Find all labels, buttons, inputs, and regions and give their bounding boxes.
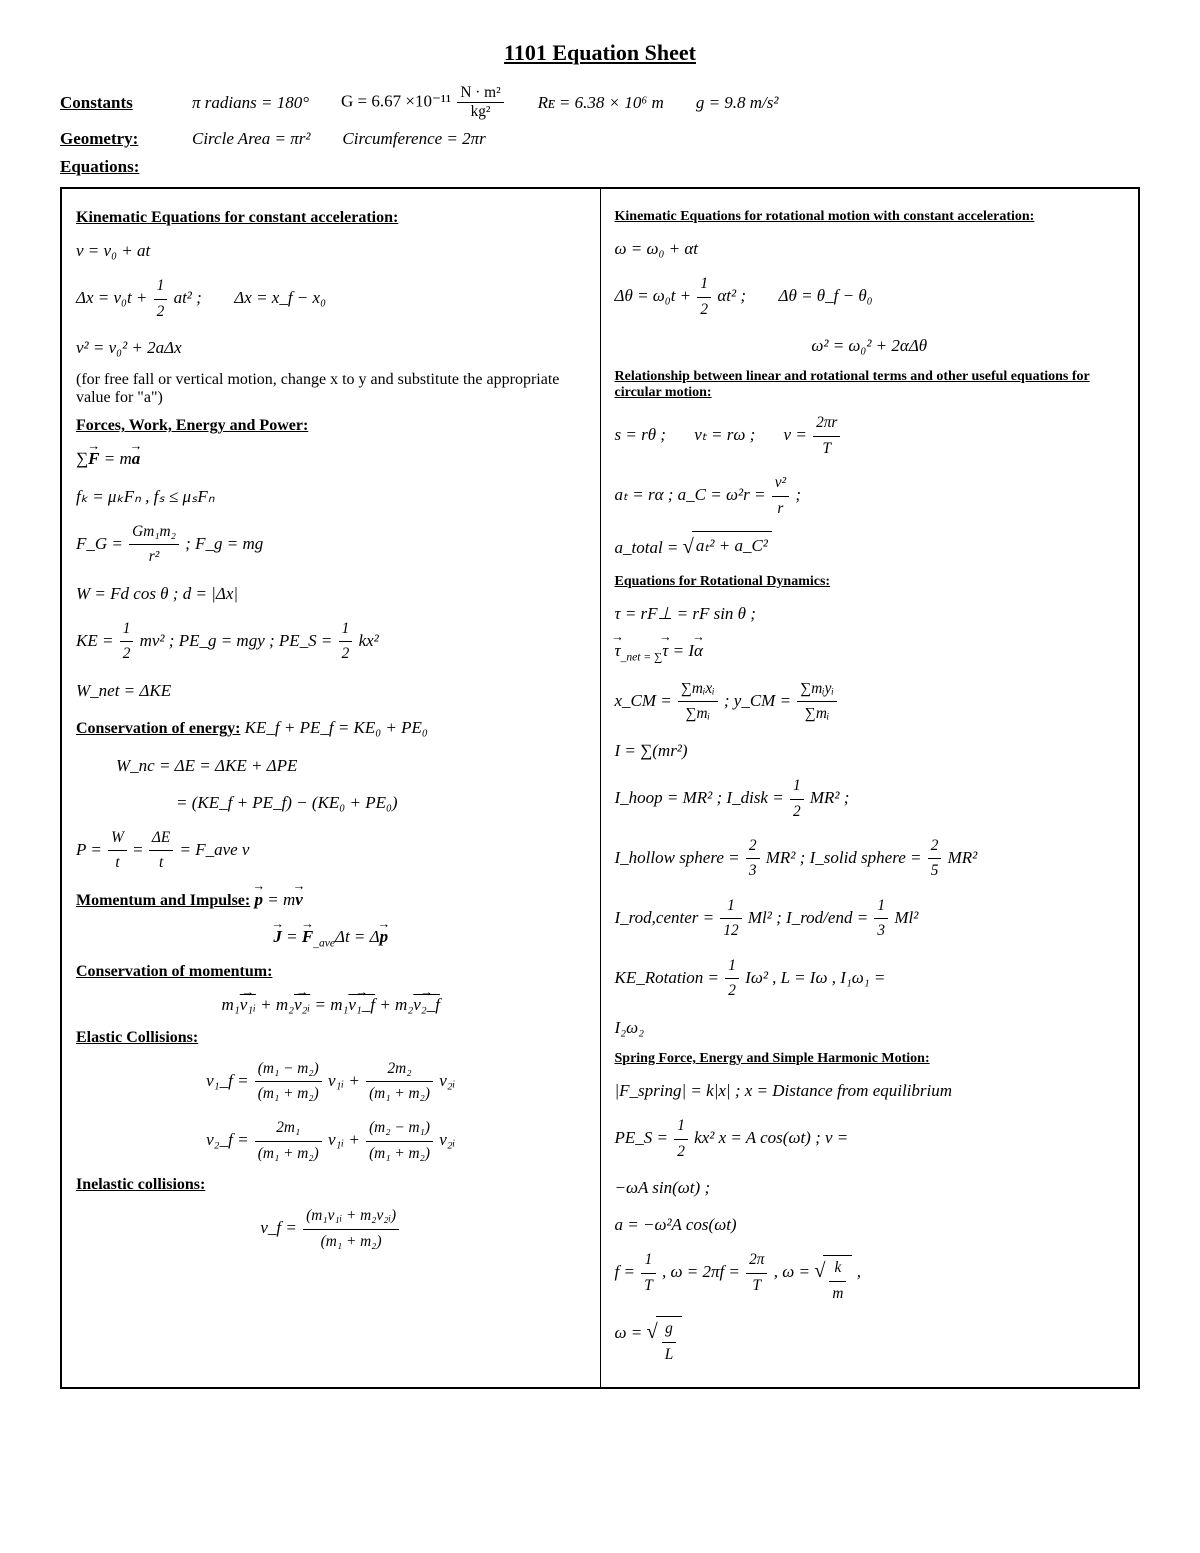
eq-friction: fₖ = μₖFₙ , fₛ ≤ μₛFₙ xyxy=(76,483,586,510)
eq-cm: x_CM = ∑mᵢxᵢ∑mᵢ ; y_CM = ∑mᵢyᵢ∑mᵢ xyxy=(615,677,1125,727)
eq-KErot: KE_Rotation = 12 Iω² , L = Iω , I₁ω₁ = xyxy=(615,954,1125,1004)
eq-gravity: F_G = Gm₁m₂r² ; F_g = mg xyxy=(76,520,586,570)
left-column: Kinematic Equations for constant acceler… xyxy=(62,189,601,1387)
inelastic-head: Inelastic collisions: xyxy=(76,1176,586,1194)
eq-wnc1: W_nc = ΔE = ΔKE + ΔPE xyxy=(116,752,586,779)
eq-ke-pe: KE = 12 mv² ; PE_g = mgy ; PE_S = 12 kx² xyxy=(76,617,586,667)
eq-PEs: PE_S = 12 kx² x = A cos(ωt) ; v = xyxy=(615,1114,1125,1164)
eq-r3: a_total = aₜ² + a_C² xyxy=(615,531,1125,564)
eq-consmom: m₁v₁ᵢ + m₂v₂ᵢ = m₁v₁_f + m₂v₂_f xyxy=(76,991,586,1018)
eq-Isum: I = ∑(mr²) xyxy=(615,737,1125,764)
eq-v1f: v₁_f = (m₁ − m₂)(m₁ + m₂) v₁ᵢ + 2m₂(m₁ +… xyxy=(76,1057,586,1107)
eq-wnc2: = (KE_f + PE_f) − (KE₀ + PE₀) xyxy=(176,789,586,816)
cons-energy: Conservation of energy: KE_f + PE_f = KE… xyxy=(76,714,586,742)
page-title: 1101 Equation Sheet xyxy=(60,40,1140,66)
eq-rk2: Δθ = ω₀t + 12 αt² ; Δθ = θ_f − θ₀ xyxy=(615,272,1125,322)
eq-r1: s = rθ ; vₜ = rω ; v = 2πrT xyxy=(615,411,1125,461)
eq-rk1: ω = ω₀ + αt xyxy=(615,235,1125,262)
eq-power: P = Wt = ΔEt = F_ave v xyxy=(76,826,586,876)
eq-k3: v² = v₀² + 2aΔx xyxy=(76,334,586,361)
rot-kin-head: Kinematic Equations for rotational motio… xyxy=(615,209,1125,225)
eq-wnet: W_net = ΔKE xyxy=(76,677,586,704)
eq-pendulum: ω = gL xyxy=(615,1316,1125,1367)
eq-impulse: J = F_aveΔt = Δp xyxy=(76,923,586,953)
geo-area: Circle Area = πr² xyxy=(192,129,310,149)
right-column: Kinematic Equations for rotational motio… xyxy=(601,189,1139,1387)
eq-Isphere: I_hollow sphere = 23 MR² ; I_solid spher… xyxy=(615,834,1125,884)
elastic-head: Elastic Collisions: xyxy=(76,1029,586,1047)
const-g: g = 9.8 m/s² xyxy=(696,93,779,113)
eq-Irod: I_rod,center = 112 Ml² ; I_rod/end = 13 … xyxy=(615,894,1125,944)
rel-head: Relationship between linear and rotation… xyxy=(615,369,1125,401)
eq-torque: τ = rF⊥ = rF sin θ ; xyxy=(615,600,1125,627)
const-G: G = 6.67 ×10⁻¹¹ N · m² kg² xyxy=(341,84,506,121)
geometry-label: Geometry: xyxy=(60,129,160,149)
momentum-head: Momentum and Impulse: p = mv xyxy=(76,886,586,914)
eq-shm-v: −ωA sin(ωt) ; xyxy=(615,1174,1125,1201)
eq-Ihoop: I_hoop = MR² ; I_disk = 12 MR² ; xyxy=(615,774,1125,824)
equations-label: Equations: xyxy=(60,157,1140,177)
eq-work: W = Fd cos θ ; d = |Δx| xyxy=(76,580,586,607)
eq-rk3: ω² = ω₀² + 2αΔθ xyxy=(615,332,1125,359)
geometry-row: Geometry: Circle Area = πr² Circumferenc… xyxy=(60,129,1140,149)
eq-k1: v = v₀ + at xyxy=(76,237,586,264)
equations-box: Kinematic Equations for constant acceler… xyxy=(60,187,1140,1389)
eq-vf: v_f = (m₁v₁ᵢ + m₂v₂ᵢ)(m₁ + m₂) xyxy=(76,1204,586,1254)
kin-note: (for free fall or vertical motion, chang… xyxy=(76,371,586,407)
rotdyn-head: Equations for Rotational Dynamics: xyxy=(615,574,1125,590)
constants-label: Constants xyxy=(60,93,160,113)
kin-head: Kinematic Equations for constant acceler… xyxy=(76,209,586,227)
consmom-head: Conservation of momentum: xyxy=(76,963,586,981)
eq-freq: f = 1T , ω = 2πf = 2πT , ω = km , xyxy=(615,1248,1125,1306)
geo-circ: Circumference = 2πr xyxy=(342,129,485,149)
eq-v2f: v₂_f = 2m₁(m₁ + m₂) v₁ᵢ + (m₂ − m₁)(m₁ +… xyxy=(76,1116,586,1166)
eq-newton2: ∑F = ma xyxy=(76,445,586,472)
eq-shm-a: a = −ω²A cos(ωt) xyxy=(615,1211,1125,1238)
eq-KErot2: I₂ω₂ xyxy=(615,1014,1125,1041)
eq-k2: Δx = v₀t + 12 at² ; Δx = x_f − x₀ xyxy=(76,274,586,324)
shm-head: Spring Force, Energy and Simple Harmonic… xyxy=(615,1051,1125,1067)
eq-spring: |F_spring| = k|x| ; x = Distance from eq… xyxy=(615,1077,1125,1104)
const-pi: π radians = 180° xyxy=(192,93,309,113)
constants-row: Constants π radians = 180° G = 6.67 ×10⁻… xyxy=(60,84,1140,121)
const-RE: Rᴇ = 6.38 × 10⁶ m xyxy=(538,93,664,113)
eq-r2: aₜ = rα ; a_C = ω²r = v²r ; xyxy=(615,471,1125,521)
forces-head: Forces, Work, Energy and Power: xyxy=(76,417,586,435)
eq-tnet: τ_net = ∑τ = Iα xyxy=(615,637,1125,667)
